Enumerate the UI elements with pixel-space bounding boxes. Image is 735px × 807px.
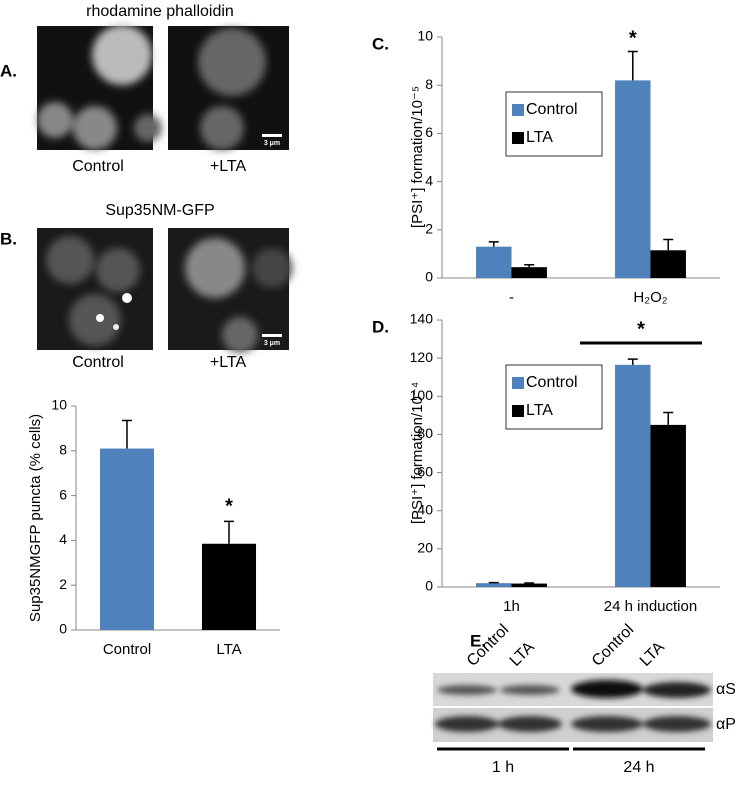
annotation: * [225,496,233,518]
error-bar [122,419,132,449]
bar [201,543,257,630]
lane-label: LTA [637,638,668,669]
antibody-label: αSup35 [716,681,735,698]
y-tick-label: 10 [51,397,67,413]
scale-bar-label: 3 μm [264,140,280,147]
y-tick-label: 0 [425,578,433,594]
caption: +LTA [210,354,247,371]
bar [650,424,686,587]
y-tick-label: 40 [417,501,433,517]
error-bar [524,582,535,584]
antibody-label: αPgk1 [716,716,735,733]
western-blot [433,673,713,742]
y-axis-label: [PSI⁺] formation/10⁻⁵ [409,86,426,228]
scale-bar-label: 3 μm [264,340,280,347]
y-tick-label: 10 [417,28,433,44]
error-bar [524,263,535,268]
error-bar [224,520,234,544]
y-tick-label: 8 [59,442,67,458]
y-tick-label: 6 [425,124,433,140]
error-bar [627,358,638,365]
y-tick-label: 140 [410,311,434,327]
x-tick-label: LTA [216,641,241,658]
x-tick-label: 24 h induction [604,598,697,615]
y-tick-label: 0 [59,621,67,637]
error-bar [663,238,674,251]
caption: Control [72,354,124,371]
legend-swatch [512,104,524,116]
y-tick-label: 6 [59,486,67,502]
lane-label: LTA [507,638,538,669]
bar [615,364,651,587]
x-tick-label: 1h [503,598,520,615]
panel-label: E. [470,631,486,650]
bar [650,250,686,278]
panel-title: Sup35NM-GFP [105,202,214,219]
bar [511,583,547,587]
legend-label: LTA [526,129,553,146]
caption: +LTA [210,158,247,175]
x-tick-label: - [509,289,514,306]
legend-box [505,91,603,157]
legend-label: LTA [526,402,553,419]
bar [99,448,155,630]
legend-box [505,364,603,430]
micrograph [37,228,153,350]
bar [511,267,547,278]
bar [476,583,512,587]
time-label: 1 h [492,759,514,776]
caption: Control [72,158,124,175]
x-tick-label: H₂O₂ [633,289,667,306]
y-tick-label: 100 [410,387,434,403]
y-axis-label: Sup35NMGFP puncta (% cells) [27,414,44,622]
panel-label: B. [0,229,17,248]
y-tick-label: 0 [425,269,433,285]
y-tick-label: 4 [425,172,433,188]
bar [476,246,512,278]
time-label: 24 h [623,759,654,776]
y-tick-label: 120 [410,349,434,365]
legend-swatch [512,405,524,417]
legend-swatch [512,132,524,144]
legend-label: Control [526,374,578,391]
bar [615,80,651,278]
x-tick-label: Control [103,641,151,658]
legend-label: Control [526,101,578,118]
error-bar [663,411,674,425]
y-tick-label: 60 [417,463,433,479]
legend-swatch [512,377,524,389]
y-tick-label: 2 [425,221,433,237]
error-bar [627,50,638,81]
micrograph: 3 μm [168,26,289,150]
panel-label: D. [372,317,389,336]
lane-label: Control [589,621,638,670]
y-tick-label: 80 [417,425,433,441]
y-tick-label: 20 [417,540,433,556]
panel-title: rhodamine phalloidin [86,3,234,20]
panel-label: C. [372,34,389,53]
error-bar [488,581,499,584]
y-tick-label: 8 [425,76,433,92]
annotation: * [637,318,645,340]
y-tick-label: 4 [59,531,67,547]
y-axis-label: [PSI⁺] formation/10⁻⁴ [409,382,426,524]
annotation: * [629,28,637,50]
panel-label: A. [0,61,17,80]
micrograph: 3 μm [168,228,292,353]
y-tick-label: 2 [59,576,67,592]
error-bar [488,241,499,247]
micrograph [37,25,162,150]
